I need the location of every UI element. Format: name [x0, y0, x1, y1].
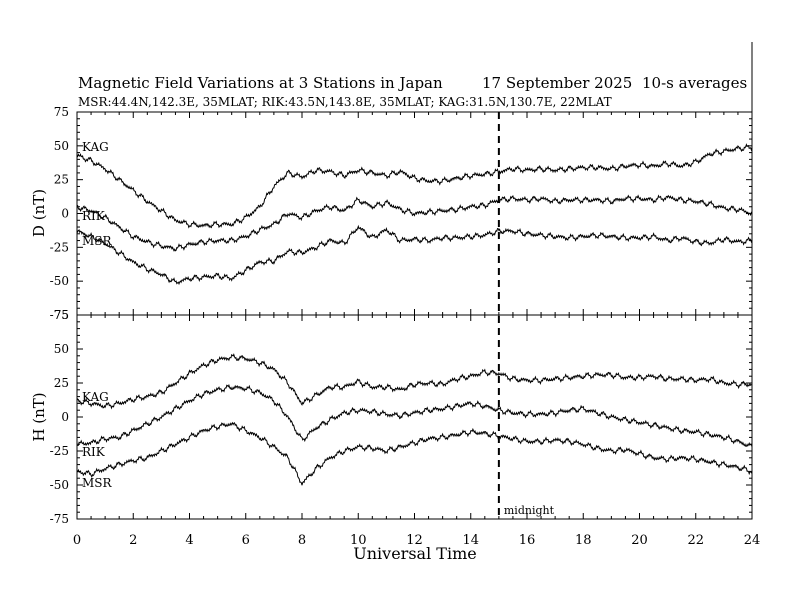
series-line-kag — [76, 143, 753, 229]
x-tick-label: 10 — [350, 533, 367, 548]
x-tick-label: 4 — [185, 533, 193, 548]
series-label-kag: KAG — [82, 140, 109, 154]
y-tick-label: 50 — [54, 342, 69, 356]
x-axis-label: Universal Time — [353, 544, 476, 563]
series-label-msr: MSR — [82, 234, 113, 248]
x-tick-label: 12 — [406, 533, 423, 548]
x-tick-label: 2 — [129, 533, 137, 548]
y-tick-label: 50 — [54, 139, 69, 153]
station-info: MSR:44.4N,142.3E, 35MLAT; RIK:43.5N,143.… — [78, 95, 612, 109]
y-axis-label-d: D (nT) — [30, 189, 48, 237]
y-tick-label: -50 — [50, 274, 69, 288]
y-tick-label: 25 — [54, 376, 69, 390]
y-axis-label-h: H (nT) — [30, 392, 48, 441]
panel-frame — [76, 111, 753, 316]
y-tick-label: -25 — [50, 240, 69, 254]
series-label-rik: RIK — [82, 445, 106, 459]
x-tick-label: 22 — [687, 533, 704, 548]
x-tick-label: 6 — [242, 533, 250, 548]
series-line-rik — [77, 383, 753, 448]
series-line-rik — [76, 194, 753, 252]
x-tick-label: 8 — [298, 533, 306, 548]
x-tick-label: 16 — [519, 533, 536, 548]
panel-declination: -75 -50 -25 0 25 50 75 KAG RIK MSR — [50, 105, 753, 322]
y-tick-label: -75 — [50, 308, 69, 322]
series-label-kag: KAG — [82, 390, 109, 404]
x-tick-label: 18 — [575, 533, 592, 548]
x-tick-label: 14 — [462, 533, 479, 548]
series-label-msr: MSR — [82, 476, 113, 490]
y-tick-label: 75 — [54, 105, 69, 119]
midnight-label: midnight — [504, 504, 555, 517]
x-tick-label: 24 — [744, 533, 761, 548]
series-label-rik: RIK — [82, 209, 106, 223]
y-tick-label: 0 — [61, 410, 69, 424]
y-tick-label: -25 — [50, 444, 69, 458]
averaging-label: 10-s averages — [642, 74, 747, 92]
y-tick-label: 0 — [61, 207, 69, 221]
chart-date: 17 September 2025 — [482, 74, 632, 92]
x-tick-label: 0 — [73, 533, 81, 548]
y-tick-label: 25 — [54, 173, 69, 187]
y-tick-label: -50 — [50, 478, 69, 492]
x-tick-label: 20 — [631, 533, 648, 548]
chart-title: Magnetic Field Variations at 3 Stations … — [78, 74, 443, 92]
series-line-msr — [76, 224, 753, 286]
series-line-kag — [76, 353, 753, 410]
panel-frame — [76, 314, 753, 520]
y-tick-label: -75 — [50, 512, 69, 526]
y-tick-label: 75 — [54, 308, 69, 322]
series-line-msr — [76, 421, 753, 486]
